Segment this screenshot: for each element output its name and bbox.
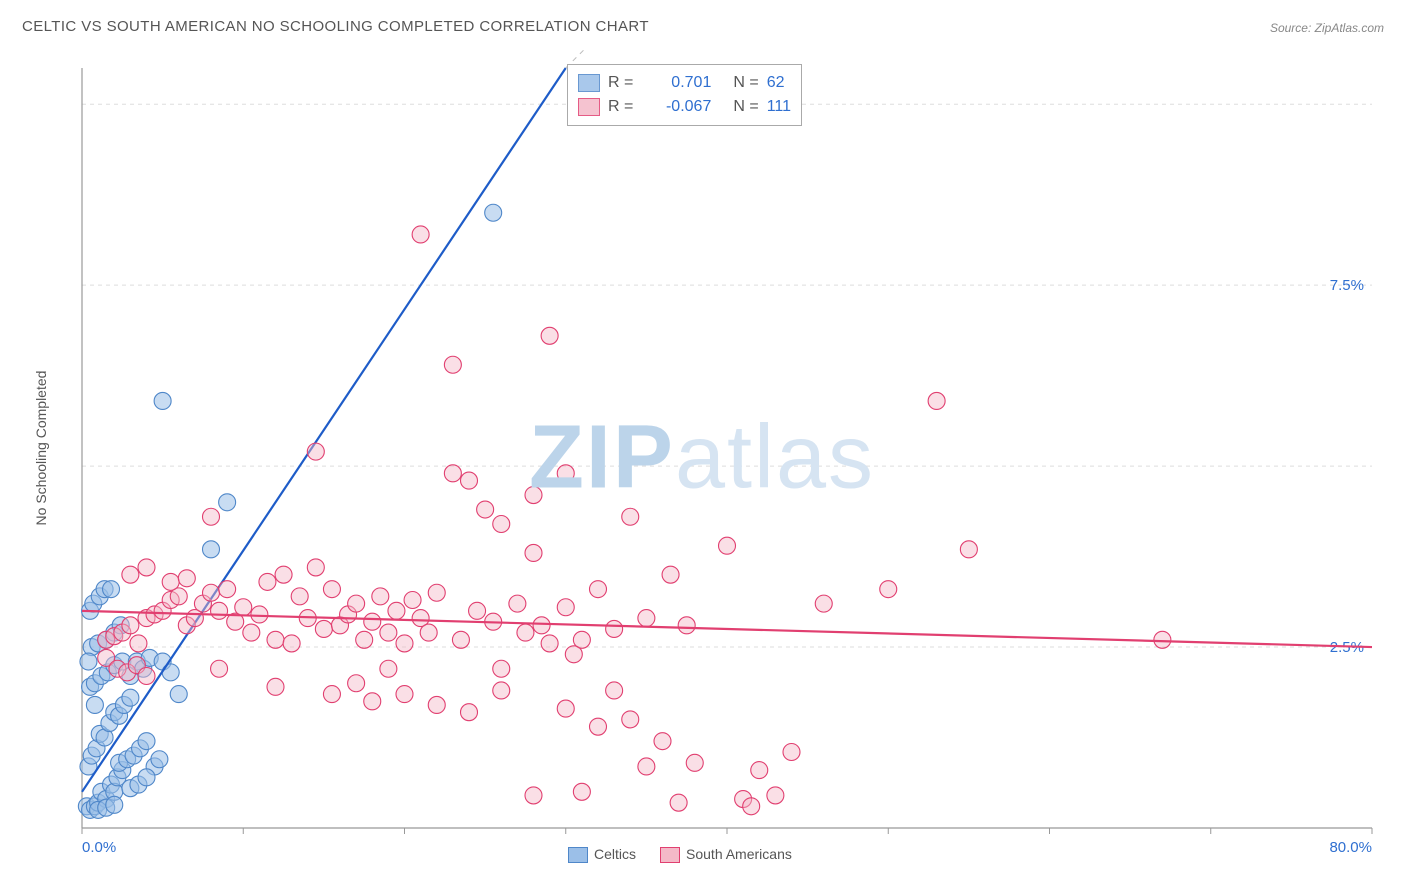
series-legend: Celtics South Americans [568,846,792,863]
stats-row-SouthAmericans: R = -0.067N = 111 [578,95,791,119]
svg-text:7.5%: 7.5% [1330,277,1364,294]
svg-text:0.0%: 0.0% [82,839,116,856]
stats-row-Celtics: R = 0.701N = 62 [578,71,791,95]
legend-item-Celtics: Celtics [568,846,636,863]
legend-item-SouthAmericans: South Americans [660,846,792,863]
source-attribution: Source: ZipAtlas.com [1270,21,1384,35]
series-SouthAmericans [98,226,1171,815]
correlation-stats-box: R = 0.701N = 62R = -0.067N = 111 [567,64,802,126]
chart-area: 2.5%7.5%0.0%80.0%No Schooling Completed … [22,48,1382,868]
chart-title: CELTIC VS SOUTH AMERICAN NO SCHOOLING CO… [22,18,649,35]
svg-text:No Schooling Completed: No Schooling Completed [33,371,49,526]
series-Celtics [78,204,501,818]
scatter-chart-svg: 2.5%7.5%0.0%80.0%No Schooling Completed [22,48,1382,868]
svg-text:80.0%: 80.0% [1329,839,1372,856]
